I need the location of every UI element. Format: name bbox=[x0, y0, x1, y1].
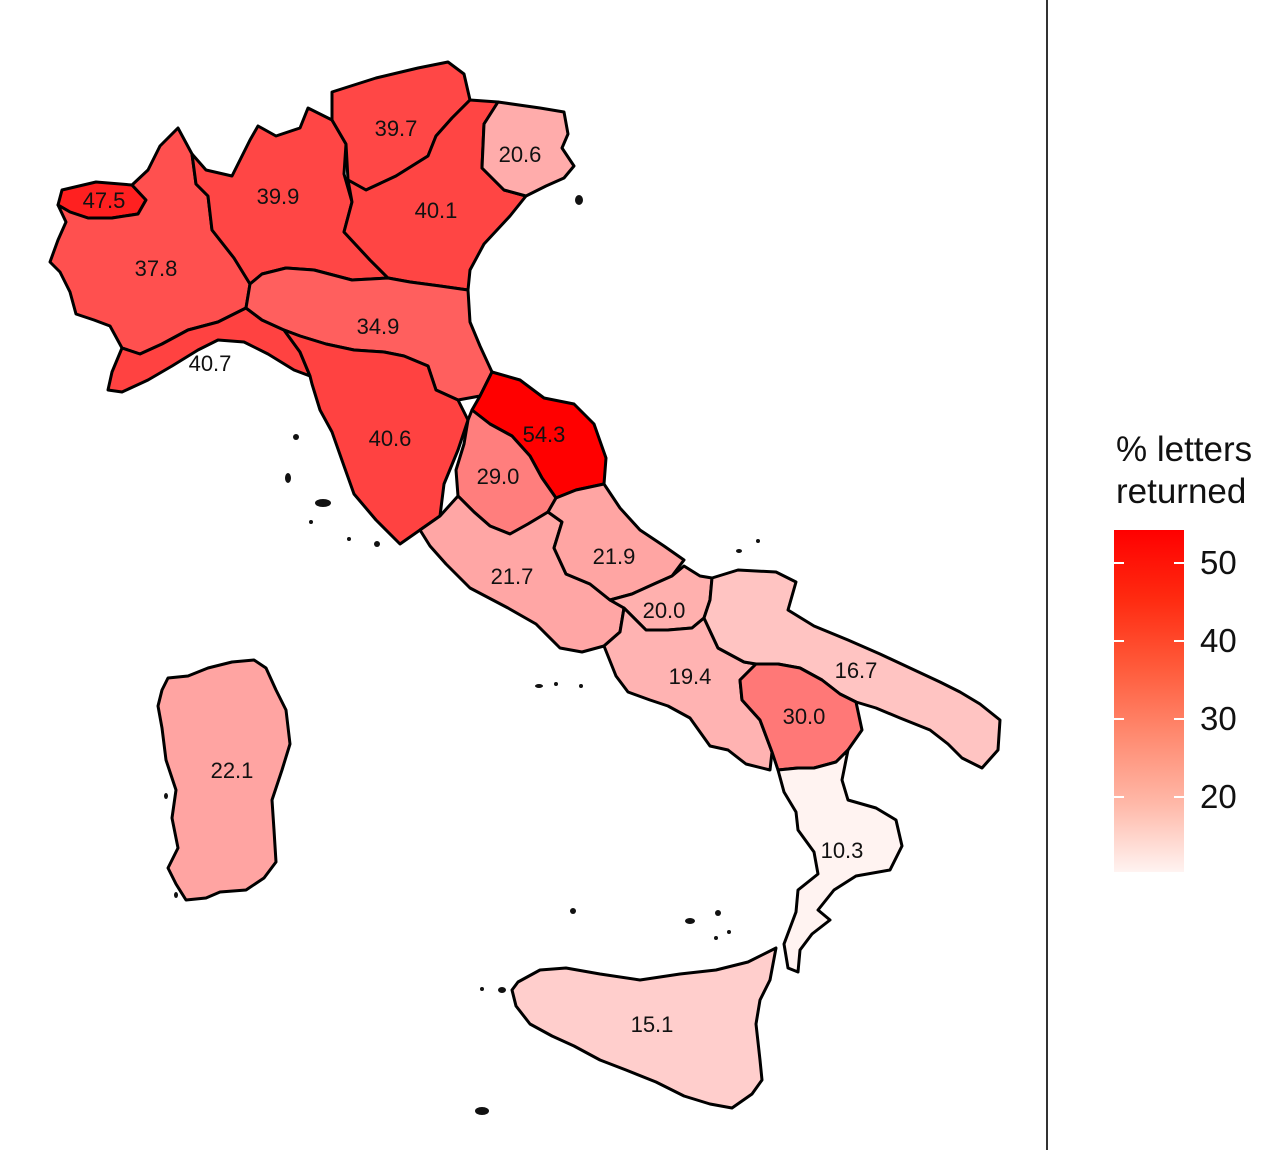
legend-tick-label: 20 bbox=[1200, 777, 1237, 815]
legend-title-line1: % letters bbox=[1116, 430, 1253, 469]
region-label-tuscany: 40.6 bbox=[369, 426, 412, 451]
region-label-sicily: 15.1 bbox=[631, 1012, 674, 1037]
region-label-abruzzo: 21.9 bbox=[593, 544, 636, 569]
region-tuscany bbox=[282, 328, 470, 546]
region-label-marche: 54.3 bbox=[523, 422, 566, 447]
region-label-basilicata: 30.0 bbox=[783, 704, 826, 729]
legend-tick-left bbox=[1114, 562, 1124, 565]
region-liguria bbox=[106, 306, 312, 394]
region-label-emilia-romagna: 34.9 bbox=[357, 314, 400, 339]
region-sardinia bbox=[156, 658, 292, 902]
italy-region-map: 47.5 37.8 39.9 39.7 40.1 20.6 40.7 34.9 40.6 54.3… bbox=[48, 60, 1002, 1115]
region-label-umbria: 29.0 bbox=[477, 464, 520, 489]
legend-tick-right bbox=[1174, 717, 1184, 720]
legend-tick-right bbox=[1174, 562, 1184, 565]
legend-tick-label: 40 bbox=[1200, 622, 1237, 660]
legend-tick-right bbox=[1174, 640, 1184, 643]
region-sicily bbox=[510, 946, 778, 1110]
legend-tick-left bbox=[1114, 717, 1124, 720]
legend-tick-right bbox=[1174, 795, 1184, 798]
region-label-lombardy: 39.9 bbox=[257, 184, 300, 209]
region-label-friuli: 20.6 bbox=[499, 142, 542, 167]
region-label-calabria: 10.3 bbox=[821, 838, 864, 863]
region-label-molise: 20.0 bbox=[643, 598, 686, 623]
legend-tick-left bbox=[1114, 640, 1124, 643]
region-label-valle-daosta: 47.5 bbox=[83, 188, 126, 213]
legend-title-line2: returned bbox=[1116, 472, 1247, 511]
legend-tick-label: 30 bbox=[1200, 699, 1237, 737]
map-panel: 47.5 37.8 39.9 39.7 40.1 20.6 40.7 34.9 40.6 54.3… bbox=[48, 0, 1048, 1150]
region-label-lazio: 21.7 bbox=[491, 564, 534, 589]
region-label-apulia: 16.7 bbox=[835, 658, 878, 683]
region-calabria bbox=[776, 748, 904, 974]
region-label-trentino: 39.7 bbox=[375, 116, 418, 141]
legend-tick-left bbox=[1114, 795, 1124, 798]
region-label-piedmont: 37.8 bbox=[135, 256, 178, 281]
legend-color-bar bbox=[1114, 530, 1184, 872]
region-label-campania: 19.4 bbox=[669, 664, 712, 689]
small-islands bbox=[164, 195, 760, 1115]
legend-tick-label: 50 bbox=[1200, 544, 1237, 582]
region-friuli bbox=[480, 100, 576, 198]
color-legend: % letters returned 50 40 30 20 bbox=[1112, 428, 1280, 888]
region-label-veneto: 40.1 bbox=[415, 198, 458, 223]
region-label-liguria: 40.7 bbox=[189, 351, 232, 376]
region-label-sardinia: 22.1 bbox=[211, 758, 254, 783]
